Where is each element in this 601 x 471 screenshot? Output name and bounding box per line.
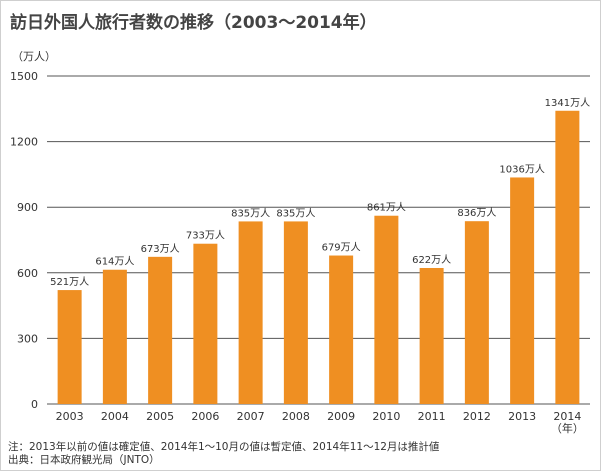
data-label: 1341万人 bbox=[545, 97, 590, 109]
data-label: 861万人 bbox=[367, 202, 406, 214]
data-label: 521万人 bbox=[50, 276, 89, 288]
bar bbox=[193, 243, 218, 404]
x-tick-label: 2003 bbox=[56, 410, 84, 423]
data-label: 733万人 bbox=[186, 230, 225, 242]
data-label: 622万人 bbox=[412, 254, 451, 266]
x-tick-label: 2013 bbox=[508, 410, 536, 423]
bar bbox=[555, 110, 580, 404]
y-tick-label: 900 bbox=[17, 201, 38, 214]
bar bbox=[283, 221, 308, 404]
y-tick-label: 300 bbox=[17, 332, 38, 345]
x-tick-label: 2010 bbox=[372, 410, 400, 423]
bar bbox=[419, 267, 444, 404]
x-tick-label: 2004 bbox=[101, 410, 129, 423]
data-label: 614万人 bbox=[95, 256, 134, 268]
y-tick-label: 600 bbox=[17, 267, 38, 280]
data-label: 673万人 bbox=[141, 243, 180, 255]
data-label: 836万人 bbox=[457, 207, 496, 219]
data-label: 679万人 bbox=[322, 242, 361, 254]
x-tick-label: 2011 bbox=[418, 410, 446, 423]
x-tick-label: 2006 bbox=[191, 410, 219, 423]
x-tick-label: 2007 bbox=[237, 410, 265, 423]
data-label: 1036万人 bbox=[499, 163, 544, 175]
note-line: 注：2013年以前の値は確定値、2014年1〜10月の値は暫定値、2014年11… bbox=[8, 441, 440, 453]
data-label: 835万人 bbox=[231, 207, 270, 219]
y-tick-label: 1200 bbox=[10, 136, 38, 149]
chart-notes: 注：2013年以前の値は確定値、2014年1〜10月の値は暫定値、2014年11… bbox=[8, 441, 439, 467]
bar bbox=[510, 177, 535, 404]
bar bbox=[57, 290, 82, 404]
x-axis-label: （年） bbox=[551, 421, 584, 435]
y-tick-label: 1500 bbox=[10, 70, 38, 83]
x-tick-label: 2012 bbox=[463, 410, 491, 423]
x-tick-label: 2005 bbox=[146, 410, 174, 423]
x-tick-label: 2014 bbox=[553, 410, 581, 423]
x-tick-label: 2009 bbox=[327, 410, 355, 423]
source-line: 出典：日本政府観光局（JNTO） bbox=[8, 454, 160, 466]
x-tick-label: 2008 bbox=[282, 410, 310, 423]
data-label: 835万人 bbox=[276, 207, 315, 219]
bar bbox=[374, 215, 399, 404]
bar bbox=[148, 256, 173, 404]
y-axis-label: （万人） bbox=[12, 50, 56, 63]
bar bbox=[464, 221, 489, 404]
bar bbox=[329, 255, 354, 404]
y-tick-label: 0 bbox=[31, 398, 38, 411]
bar bbox=[238, 221, 263, 404]
chart-title: 訪日外国人旅行者数の推移（2003〜2014年） bbox=[10, 13, 377, 33]
bar bbox=[102, 269, 127, 404]
